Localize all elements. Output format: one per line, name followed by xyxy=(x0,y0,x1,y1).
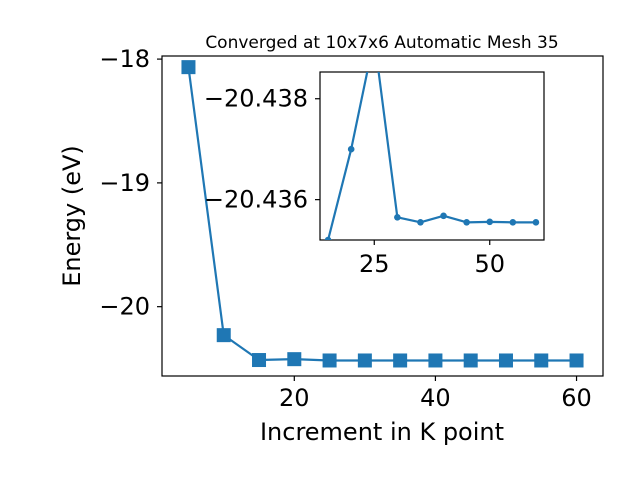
main-data-point xyxy=(498,353,513,368)
inset-data-point xyxy=(509,219,517,226)
inset-data-point xyxy=(486,218,494,226)
inset-x-tick-label: 25 xyxy=(359,250,390,278)
main-data-point xyxy=(428,353,443,368)
inset-x-tick-label: 50 xyxy=(474,250,505,278)
inset-data-point xyxy=(440,212,447,220)
inset-y-tick-label: −20.436 xyxy=(204,186,308,214)
main-y-tick-label: −19 xyxy=(99,169,150,197)
main-data-point xyxy=(534,353,549,368)
inset-data-point xyxy=(532,219,540,226)
main-x-tick-label: 20 xyxy=(279,384,310,412)
main-data-point xyxy=(569,353,584,368)
inset-data-point xyxy=(463,219,470,226)
inset-data-point xyxy=(394,213,401,221)
chart-title: Converged at 10x7x6 Automatic Mesh 35 xyxy=(205,33,558,53)
inset-data-point xyxy=(347,145,355,153)
inset-data-point xyxy=(417,219,424,226)
main-x-tick-label: 60 xyxy=(561,384,592,412)
main-data-point xyxy=(287,352,302,367)
main-data-point xyxy=(216,328,231,343)
main-y-tick-label: −20 xyxy=(99,293,150,321)
inset-data-point xyxy=(324,236,332,240)
main-data-point xyxy=(252,353,267,368)
inset-plot-frame xyxy=(319,71,545,241)
y-axis-label: Energy (eV) xyxy=(58,145,86,287)
x-axis-label: Increment in K point xyxy=(260,418,504,446)
main-data-point xyxy=(393,353,408,368)
main-x-tick-label: 40 xyxy=(420,384,451,412)
main-data-point xyxy=(181,60,196,75)
main-data-point xyxy=(322,353,337,368)
main-data-point xyxy=(463,353,478,368)
inset-y-tick-label: −20.438 xyxy=(204,85,308,113)
inset-series-line xyxy=(326,72,538,240)
main-data-point xyxy=(357,353,372,368)
main-y-tick-label: −18 xyxy=(99,45,150,73)
